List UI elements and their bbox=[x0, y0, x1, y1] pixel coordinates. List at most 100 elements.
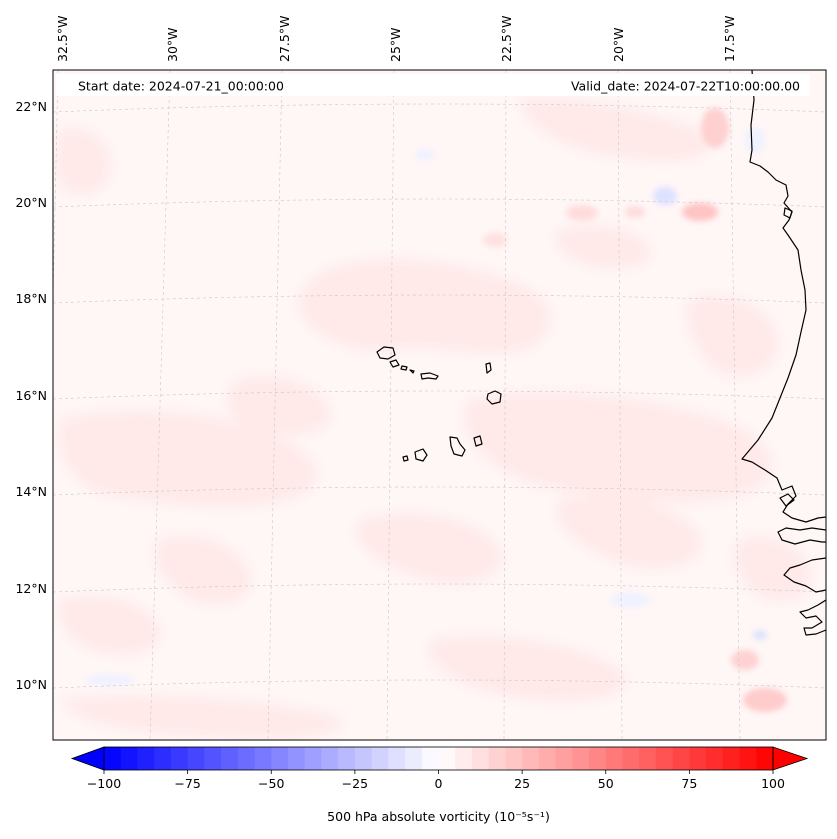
colorbar-bin bbox=[438, 747, 456, 770]
colorbar-bin bbox=[739, 747, 757, 770]
vorticity-patch bbox=[520, 99, 712, 161]
colorbar-bin bbox=[204, 747, 222, 770]
lat-label: 12°N bbox=[15, 581, 47, 596]
africa-coastline bbox=[741, 70, 826, 523]
vorticity-patch bbox=[464, 392, 773, 503]
colorbar-extend-min bbox=[70, 746, 105, 771]
meridian-line bbox=[729, 70, 741, 740]
cape-verde-sao-vicente bbox=[389, 359, 400, 368]
colorbar-bin bbox=[756, 747, 774, 770]
lat-label: 20°N bbox=[15, 195, 47, 210]
colorbar-bin bbox=[572, 747, 590, 770]
cape-verde-maio bbox=[473, 435, 483, 447]
lon-label: 30°W bbox=[165, 27, 180, 62]
lon-label: 22.5°W bbox=[499, 16, 514, 62]
parallel-line bbox=[53, 103, 826, 113]
lon-label: 25°W bbox=[388, 27, 403, 62]
lon-label: 17.5°W bbox=[722, 16, 737, 62]
colorbar-bin bbox=[589, 747, 607, 770]
cape-verde-fogo bbox=[414, 448, 428, 462]
lat-label: 18°N bbox=[15, 291, 47, 306]
meridian-line bbox=[53, 70, 59, 301]
vorticity-patch bbox=[731, 650, 759, 670]
cape-verde-boa-vista bbox=[486, 390, 502, 405]
colorbar-bin bbox=[672, 747, 690, 770]
valid-date-label: Valid_date: 2024-07-22T10:00:00.00 bbox=[571, 79, 800, 94]
meridian-line bbox=[503, 70, 507, 740]
latitude-labels: 22°N 20°N 18°N 16°N 14°N 12°N 10°N bbox=[15, 99, 47, 692]
cape-verde-santa-luzia bbox=[400, 365, 408, 371]
colorbar-bin bbox=[622, 747, 640, 770]
meridian-line bbox=[386, 70, 395, 740]
senegal-river-inlet bbox=[779, 493, 795, 507]
map-panel: Start date: 2024-07-21_00:00:00 Valid_da… bbox=[52, 69, 827, 741]
colorbar-bin bbox=[338, 747, 356, 770]
start-date-label: Start date: 2024-07-21_00:00:00 bbox=[78, 79, 284, 94]
colorbar: −100 −75 −50 −25 0 25 50 75 100 500 hPa absolute… bbox=[70, 746, 809, 824]
colorbar-ticks: −100 −75 −50 −25 0 25 50 75 100 bbox=[87, 770, 785, 791]
cape-verde-sal bbox=[485, 362, 492, 374]
guinea-bissau-coastline bbox=[783, 557, 826, 593]
cape-verde-santo-antao bbox=[376, 346, 396, 360]
colorbar-bin bbox=[170, 747, 189, 770]
colorbar-bin bbox=[706, 747, 724, 770]
lon-label: 32.5°W bbox=[55, 16, 70, 62]
lat-label: 16°N bbox=[15, 388, 47, 403]
colorbar-tick-label: 25 bbox=[514, 776, 530, 791]
vorticity-patch bbox=[566, 205, 598, 221]
colorbar-bin bbox=[505, 747, 523, 770]
meridian-line bbox=[149, 70, 171, 740]
colorbar-bin bbox=[639, 747, 657, 770]
lat-label: 22°N bbox=[15, 99, 47, 114]
vorticity-patch bbox=[687, 296, 778, 376]
colorbar-bin bbox=[471, 747, 490, 770]
parallel-line bbox=[53, 390, 826, 400]
cape-verde-brava bbox=[402, 455, 409, 462]
vorticity-patch bbox=[59, 411, 317, 507]
colorbar-bin bbox=[538, 747, 556, 770]
cape-verde-sao-nicolau-main bbox=[420, 372, 439, 380]
colorbar-tick-label: −75 bbox=[174, 776, 200, 791]
colorbar-bin bbox=[722, 747, 740, 770]
cape-verde-sao-nicolau bbox=[409, 369, 415, 374]
colorbar-bin bbox=[371, 747, 389, 770]
colorbar-tick-label: −50 bbox=[258, 776, 284, 791]
vorticity-patch bbox=[701, 108, 729, 148]
vorticity-patch bbox=[745, 126, 765, 154]
colorbar-bin bbox=[287, 747, 306, 770]
colorbar-bin bbox=[304, 747, 322, 770]
parallel-line bbox=[53, 198, 826, 208]
colorbar-bin bbox=[605, 747, 623, 770]
vorticity-patch bbox=[483, 233, 507, 247]
meridian-line bbox=[617, 70, 623, 740]
title-strip-background bbox=[56, 74, 810, 96]
colorbar-bin bbox=[488, 747, 506, 770]
colorbar-bin bbox=[321, 747, 339, 770]
lat-label: 10°N bbox=[15, 677, 47, 692]
vorticity-patch bbox=[653, 187, 677, 205]
parallel-line bbox=[53, 294, 826, 304]
vorticity-patch bbox=[682, 203, 718, 221]
colorbar-bin bbox=[421, 747, 439, 770]
colorbar-bin bbox=[120, 747, 138, 770]
vorticity-patch bbox=[743, 688, 787, 712]
parallel-line bbox=[53, 583, 826, 593]
lat-label: 14°N bbox=[15, 484, 47, 499]
colorbar-tick-label: −25 bbox=[342, 776, 368, 791]
parallel-line bbox=[53, 486, 826, 496]
colorbar-tick-label: 100 bbox=[761, 776, 785, 791]
longitude-labels: 32.5°W 30°W 27.5°W 25°W 22.5°W 20°W 17.5… bbox=[55, 16, 737, 62]
vorticity-patch bbox=[55, 129, 110, 194]
lon-label: 27.5°W bbox=[277, 16, 292, 62]
vorticity-patch bbox=[59, 596, 161, 654]
vorticity-patch bbox=[85, 674, 135, 686]
colorbar-bin bbox=[221, 747, 239, 770]
vorticity-patch bbox=[753, 630, 767, 640]
vorticity-patch bbox=[610, 592, 650, 608]
colorbar-bin bbox=[455, 747, 473, 770]
parallel-line bbox=[53, 679, 826, 689]
colorbar-tick-label: 50 bbox=[598, 776, 614, 791]
colorbar-bin bbox=[154, 747, 172, 770]
vorticity-patch bbox=[428, 636, 626, 701]
